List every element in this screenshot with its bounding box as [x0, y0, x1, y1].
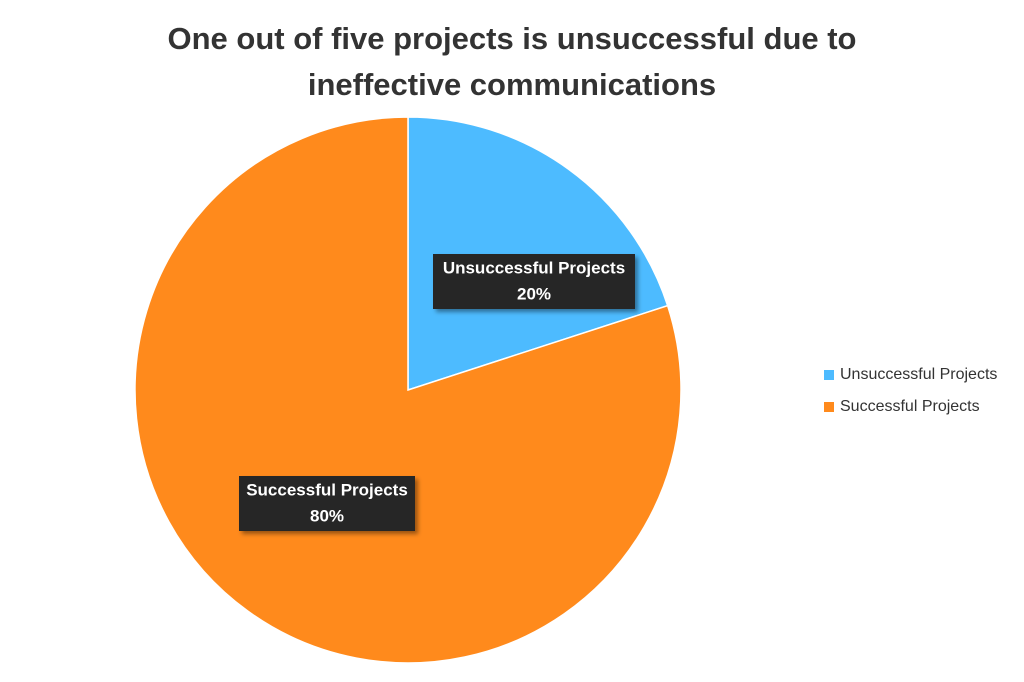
data-label-value: 80% [310, 506, 344, 525]
data-label: Unsuccessful Projects 20% [433, 254, 635, 309]
chart-title: One out of five projects is unsuccessful… [167, 21, 857, 102]
legend-label: Unsuccessful Projects [840, 366, 997, 383]
legend-label: Successful Projects [840, 398, 980, 415]
data-label-box [433, 254, 635, 309]
data-label-category: Successful Projects [246, 480, 408, 499]
data-label-value: 20% [517, 284, 551, 303]
legend-swatch [824, 370, 834, 380]
data-label: Successful Projects 80% [239, 476, 415, 531]
pie-slice [407, 116, 669, 392]
data-label-category: Unsuccessful Projects [443, 258, 625, 277]
data-label-box [239, 476, 415, 531]
legend-swatch [824, 402, 834, 412]
